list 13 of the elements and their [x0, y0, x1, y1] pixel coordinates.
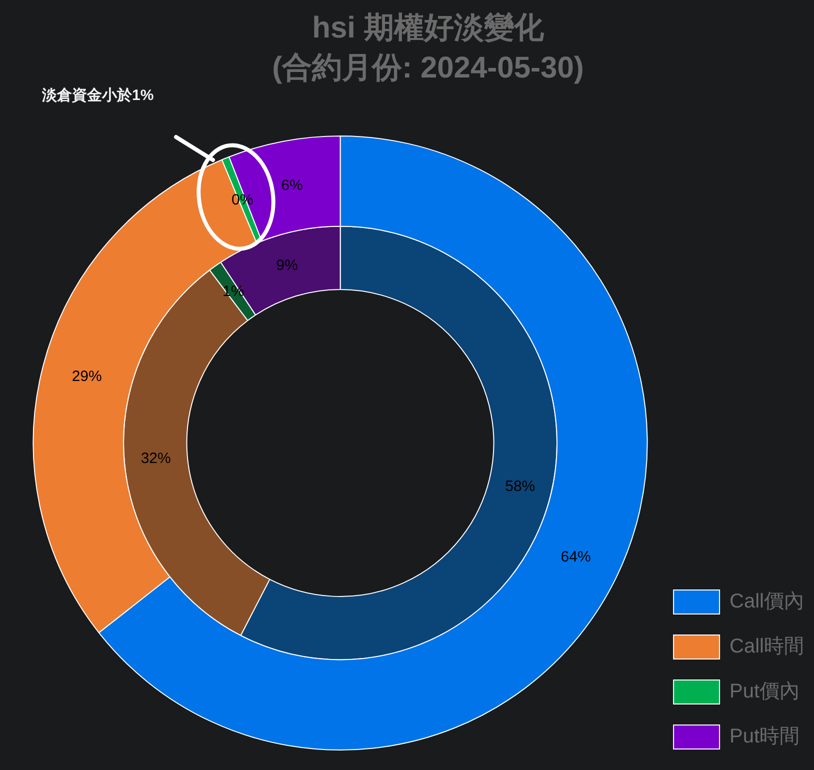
- data-label: 64%: [560, 548, 591, 566]
- data-label: 9%: [276, 256, 298, 274]
- data-label: 6%: [281, 176, 303, 194]
- data-label: 29%: [72, 368, 102, 386]
- legend-label: Put價內: [730, 680, 800, 703]
- data-label: 0%: [232, 191, 254, 208]
- legend-label: Put時間: [730, 726, 800, 748]
- chart-title: hsi 期權好淡變化 (合約月份: 2024-05-30): [272, 11, 584, 84]
- legend-label: Call價內: [730, 590, 804, 613]
- text: 淡倉資金小於1%: [41, 87, 154, 104]
- data-label: 58%: [505, 478, 536, 495]
- legend-label: Call時間: [730, 636, 804, 658]
- data-label: 32%: [140, 450, 171, 467]
